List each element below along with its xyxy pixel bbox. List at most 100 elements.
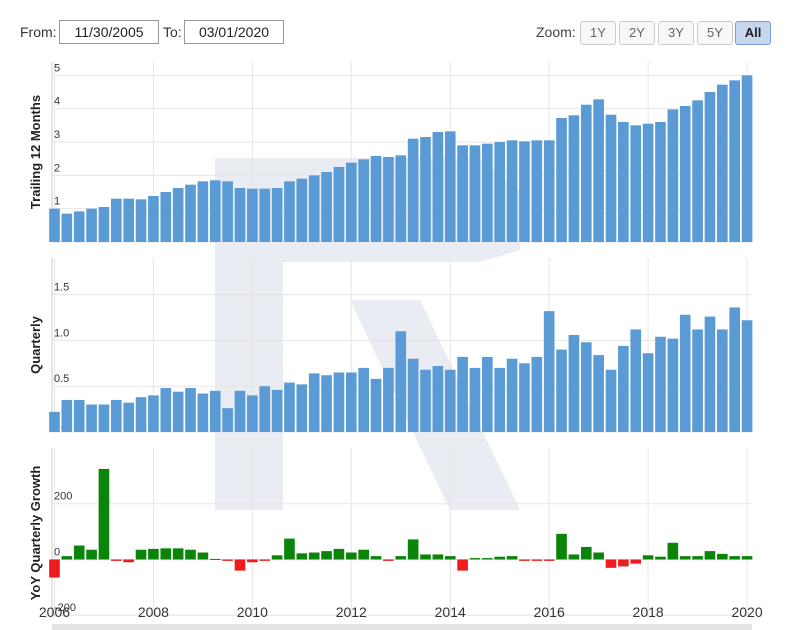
bar[interactable] bbox=[135, 199, 147, 242]
bar[interactable] bbox=[49, 411, 60, 432]
bar[interactable] bbox=[580, 104, 592, 243]
bar[interactable] bbox=[432, 366, 444, 432]
bar[interactable] bbox=[247, 395, 258, 432]
bar[interactable] bbox=[308, 175, 320, 242]
bar[interactable] bbox=[395, 155, 407, 242]
bar[interactable] bbox=[717, 329, 728, 432]
bar[interactable] bbox=[148, 196, 159, 242]
bar[interactable] bbox=[160, 192, 172, 242]
bar[interactable] bbox=[321, 551, 332, 560]
bar[interactable] bbox=[61, 399, 73, 432]
bar[interactable] bbox=[630, 329, 642, 432]
bar[interactable] bbox=[197, 552, 209, 560]
bar[interactable] bbox=[667, 338, 679, 432]
bar[interactable] bbox=[679, 556, 691, 560]
bar[interactable] bbox=[568, 334, 580, 432]
bar[interactable] bbox=[383, 157, 394, 242]
bar[interactable] bbox=[160, 388, 172, 432]
bar[interactable] bbox=[308, 552, 320, 560]
bar[interactable] bbox=[457, 559, 468, 571]
bar[interactable] bbox=[741, 556, 753, 560]
bar[interactable] bbox=[185, 388, 196, 432]
zoom-all-button[interactable]: All bbox=[735, 21, 771, 45]
bar[interactable] bbox=[222, 408, 233, 432]
bar[interactable] bbox=[86, 208, 97, 242]
bar[interactable] bbox=[593, 99, 604, 242]
bar[interactable] bbox=[271, 389, 283, 432]
bar[interactable] bbox=[543, 311, 555, 432]
bar[interactable] bbox=[61, 556, 73, 560]
bar[interactable] bbox=[247, 559, 258, 563]
bar[interactable] bbox=[679, 314, 691, 432]
bar[interactable] bbox=[123, 559, 134, 563]
bar[interactable] bbox=[209, 180, 221, 242]
bar[interactable] bbox=[717, 553, 728, 560]
bar[interactable] bbox=[296, 384, 308, 432]
bar[interactable] bbox=[135, 397, 147, 432]
bar[interactable] bbox=[61, 213, 73, 242]
bar[interactable] bbox=[358, 159, 369, 242]
bar[interactable] bbox=[618, 559, 629, 567]
bar[interactable] bbox=[679, 106, 691, 242]
bar[interactable] bbox=[333, 548, 345, 560]
bar[interactable] bbox=[345, 162, 357, 242]
bar[interactable] bbox=[655, 122, 666, 242]
bar[interactable] bbox=[667, 542, 679, 560]
bar[interactable] bbox=[383, 559, 394, 561]
navigator-scrollbar[interactable] bbox=[52, 624, 752, 630]
bar[interactable] bbox=[444, 131, 456, 242]
bar[interactable] bbox=[420, 554, 431, 560]
bar[interactable] bbox=[271, 555, 283, 560]
bar[interactable] bbox=[444, 369, 456, 432]
bar[interactable] bbox=[86, 549, 97, 560]
bar[interactable] bbox=[73, 545, 85, 560]
to-date-input[interactable]: 03/01/2020 bbox=[184, 20, 284, 44]
bar[interactable] bbox=[172, 188, 184, 242]
bar[interactable] bbox=[741, 320, 753, 432]
bar[interactable] bbox=[605, 369, 617, 432]
bar[interactable] bbox=[172, 548, 184, 560]
bar[interactable] bbox=[234, 559, 246, 571]
bar[interactable] bbox=[148, 548, 159, 560]
zoom-1y-button[interactable]: 1Y bbox=[580, 21, 616, 45]
bar[interactable] bbox=[185, 184, 196, 242]
bar[interactable] bbox=[197, 393, 209, 432]
bar[interactable] bbox=[370, 378, 382, 432]
bar[interactable] bbox=[469, 367, 481, 432]
bar[interactable] bbox=[482, 558, 493, 560]
bar[interactable] bbox=[531, 356, 543, 432]
zoom-5y-button[interactable]: 5Y bbox=[697, 21, 733, 45]
bar[interactable] bbox=[259, 386, 271, 432]
bar[interactable] bbox=[197, 181, 209, 242]
bar[interactable] bbox=[395, 331, 407, 432]
bar[interactable] bbox=[556, 118, 567, 242]
bar[interactable] bbox=[729, 556, 741, 560]
bar[interactable] bbox=[209, 558, 221, 560]
bar[interactable] bbox=[667, 109, 679, 242]
bar[interactable] bbox=[494, 367, 506, 432]
bar[interactable] bbox=[110, 559, 122, 561]
from-date-input[interactable]: 11/30/2005 bbox=[59, 20, 159, 44]
bar[interactable] bbox=[247, 188, 258, 242]
bar[interactable] bbox=[729, 307, 741, 432]
bar[interactable] bbox=[73, 211, 85, 242]
zoom-3y-button[interactable]: 3Y bbox=[658, 21, 694, 45]
bar[interactable] bbox=[605, 114, 617, 242]
bar[interactable] bbox=[86, 404, 97, 432]
bar[interactable] bbox=[148, 395, 159, 432]
bar[interactable] bbox=[321, 375, 332, 432]
bar[interactable] bbox=[345, 372, 357, 432]
bar[interactable] bbox=[717, 84, 728, 243]
bar[interactable] bbox=[358, 549, 369, 560]
bar[interactable] bbox=[729, 80, 741, 242]
bar[interactable] bbox=[482, 356, 493, 432]
bar[interactable] bbox=[494, 556, 506, 560]
bar[interactable] bbox=[704, 316, 716, 432]
bar[interactable] bbox=[543, 559, 555, 561]
bar[interactable] bbox=[284, 382, 295, 432]
bar[interactable] bbox=[655, 336, 666, 432]
bar[interactable] bbox=[580, 546, 592, 560]
bar[interactable] bbox=[383, 367, 394, 432]
bar[interactable] bbox=[556, 533, 567, 560]
bar[interactable] bbox=[605, 559, 617, 568]
